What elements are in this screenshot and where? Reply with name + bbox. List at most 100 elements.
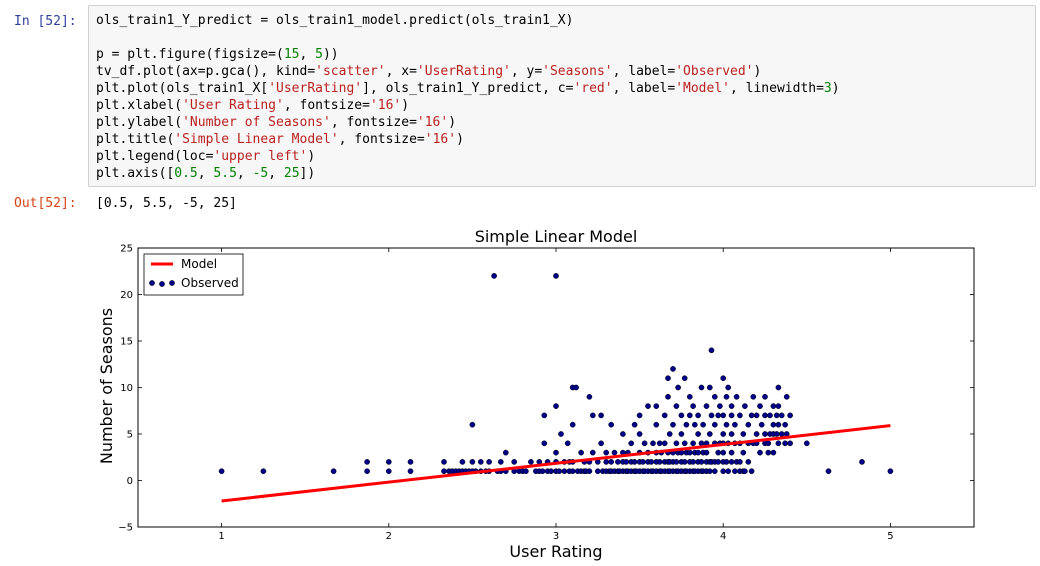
code-line: p = plt.figure(figsize=(15, 5)) — [96, 47, 339, 62]
observed-point — [477, 459, 484, 465]
observed-point — [717, 403, 723, 409]
observed-point — [611, 449, 618, 456]
observed-point — [706, 384, 713, 391]
model-line — [221, 424, 891, 503]
observed-point — [732, 421, 738, 428]
observed-point — [782, 421, 788, 428]
observed-point — [720, 412, 727, 419]
observed-point — [686, 393, 693, 400]
observed-point — [541, 440, 548, 447]
observed-point — [708, 412, 715, 419]
observed-point — [758, 421, 765, 428]
observed-point — [775, 384, 782, 391]
observed-point — [737, 412, 743, 419]
code-token: , fontsize= — [283, 98, 370, 113]
observed-point — [698, 459, 705, 465]
code-cell-editor[interactable]: ols_train1_Y_predict = ols_train1_model.… — [88, 5, 1036, 187]
observed-point — [661, 412, 668, 419]
observed-point — [778, 412, 785, 419]
observed-point — [803, 440, 810, 447]
observed-point — [742, 468, 748, 475]
observed-point — [745, 459, 752, 465]
code-token: , — [268, 166, 284, 181]
observed-point — [728, 449, 735, 456]
y-tick-label: 10 — [120, 383, 133, 394]
code-token: 'red' — [573, 81, 613, 96]
observed-point — [690, 403, 696, 409]
observed-point — [748, 412, 755, 419]
observed-point — [656, 440, 663, 447]
code-token: , label= — [612, 81, 676, 96]
x-tick-label: 2 — [386, 531, 392, 542]
x-tick-label: 3 — [553, 531, 559, 542]
observed-point — [598, 440, 604, 447]
input-prompt: In [52]: — [14, 14, 77, 29]
observed-point — [502, 449, 509, 456]
code-token: 'UserRating' — [416, 64, 511, 79]
code-token: )) — [322, 47, 339, 62]
observed-point — [767, 412, 773, 419]
legend-observed-dot-2 — [159, 281, 165, 287]
observed-point — [648, 459, 655, 465]
code-token: , x= — [385, 64, 417, 79]
code-token: , — [299, 47, 316, 62]
observed-point — [681, 375, 688, 382]
observed-point — [523, 468, 529, 475]
code-token: , fontsize= — [338, 132, 425, 147]
observed-point — [695, 412, 701, 419]
code-token: 15 — [283, 47, 300, 62]
code-token: , label= — [612, 64, 676, 79]
observed-point — [407, 468, 414, 475]
observed-point — [720, 431, 727, 437]
observed-point — [561, 468, 568, 475]
code-token: ) — [448, 115, 457, 130]
observed-point — [753, 412, 760, 419]
observed-point — [773, 431, 780, 437]
observed-point — [615, 459, 621, 465]
y-tick-label: 5 — [127, 430, 133, 441]
observed-point — [745, 421, 752, 428]
observed-point — [723, 459, 730, 465]
observed-point — [385, 468, 392, 475]
observed-point — [645, 403, 651, 409]
observed-point — [603, 449, 610, 456]
code-text[interactable]: ols_train1_Y_predict = ols_train1_model.… — [96, 12, 840, 182]
y-tick-label: −5 — [118, 523, 133, 534]
plot-frame — [137, 247, 975, 528]
output-text: [0.5, 5.5, -5, 25] — [96, 196, 237, 211]
observed-point — [528, 459, 534, 465]
code-line: plt.legend(loc='upper left') — [96, 149, 315, 164]
code-line: plt.title('Simple Linear Model', fontsiz… — [96, 132, 464, 147]
code-token: 'upper left' — [213, 149, 308, 164]
code-token: , — [197, 166, 214, 181]
observed-point — [683, 421, 690, 428]
observed-point — [636, 431, 643, 437]
observed-point — [665, 375, 671, 382]
observed-point — [728, 403, 735, 409]
observed-point — [469, 459, 476, 465]
y-axis-label: Number of Seasons — [97, 308, 116, 464]
observed-point — [681, 440, 688, 447]
observed-point — [653, 421, 660, 428]
observed-point — [330, 468, 337, 475]
observed-point — [783, 393, 790, 400]
code-token: ) — [456, 132, 464, 147]
observed-point — [723, 421, 730, 428]
x-tick-label: 5 — [887, 531, 893, 542]
model-line-group — [221, 424, 891, 503]
observed-point — [673, 403, 680, 409]
observed-point — [407, 459, 414, 465]
axis-ticks: 1 2 3 4 5 −5 0 5 10 15 20 25 — [118, 244, 974, 542]
legend-model-label: Model — [181, 257, 217, 271]
observed-point — [703, 449, 710, 456]
observed-point — [385, 459, 392, 465]
y-tick-label: 15 — [120, 337, 133, 348]
code-line: plt.xlabel('User Rating', fontsize='16') — [96, 98, 409, 113]
observed-point — [728, 412, 735, 419]
code-token: ]) — [299, 166, 316, 181]
observed-point — [686, 412, 693, 419]
observed-point — [661, 440, 668, 447]
observed-point — [578, 449, 584, 456]
observed-point — [511, 459, 518, 465]
observed-point — [770, 421, 777, 428]
